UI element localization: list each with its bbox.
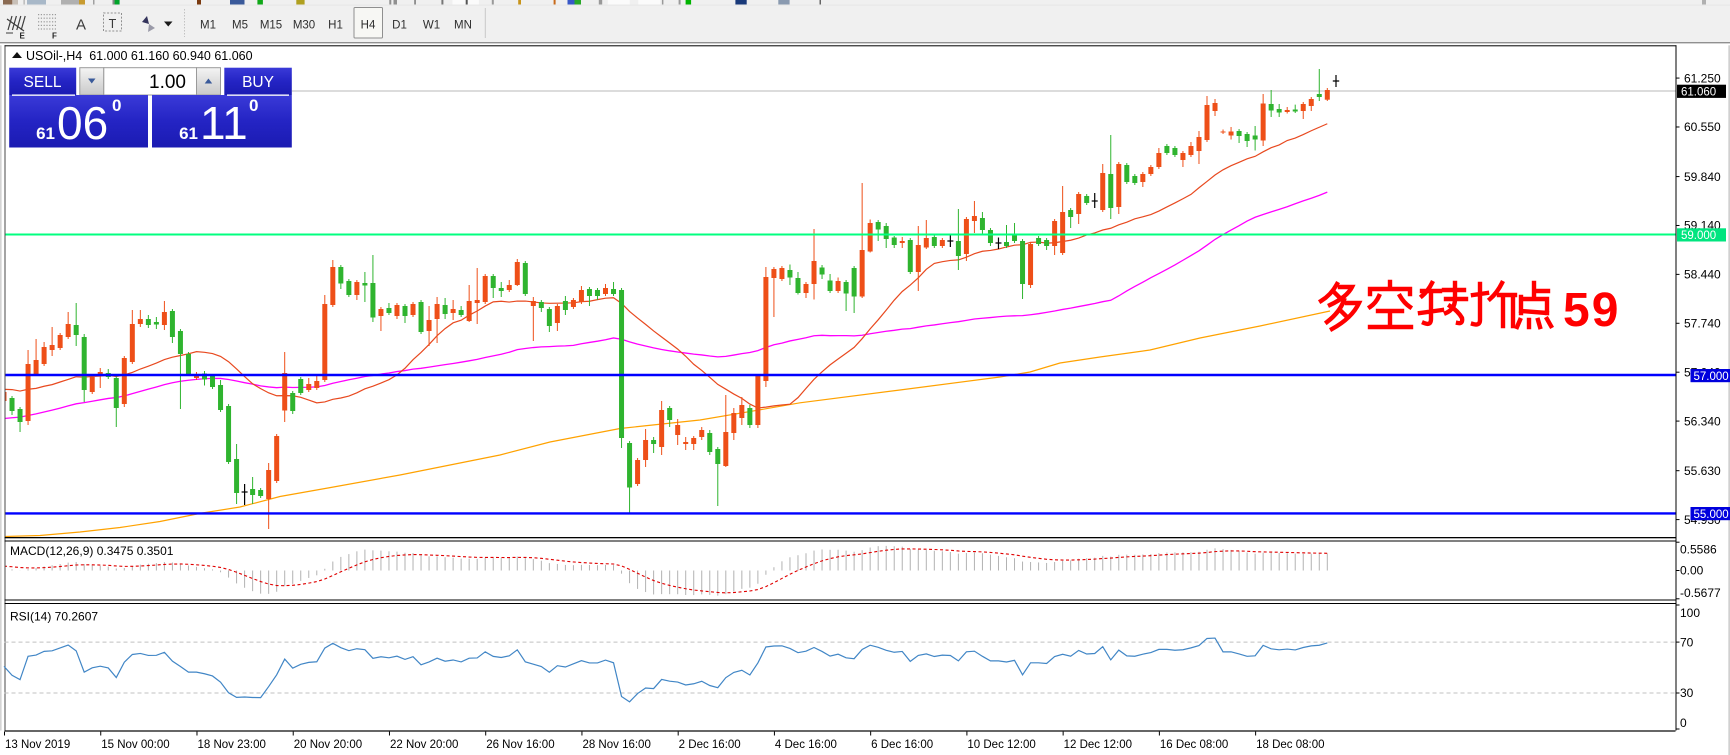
svg-text:H1: H1 <box>328 20 343 32</box>
svg-text:RSI(14) 70.2607: RSI(14) 70.2607 <box>10 610 98 624</box>
svg-text:59.840: 59.840 <box>1684 170 1721 184</box>
svg-text:0.5586: 0.5586 <box>1680 543 1717 557</box>
svg-text:H4: H4 <box>361 20 376 32</box>
svg-text:60.550: 60.550 <box>1684 120 1721 134</box>
svg-text:T: T <box>109 17 117 31</box>
svg-text:59.000: 59.000 <box>1681 230 1716 242</box>
svg-text:15 Nov 00:00: 15 Nov 00:00 <box>101 739 169 751</box>
svg-text:57.740: 57.740 <box>1684 316 1721 330</box>
svg-text:30: 30 <box>1680 686 1694 700</box>
svg-text:A: A <box>76 17 86 34</box>
svg-text:59: 59 <box>1563 284 1620 337</box>
svg-text:61.060: 61.060 <box>1681 87 1716 99</box>
svg-text:M5: M5 <box>232 20 248 32</box>
svg-text:55.630: 55.630 <box>1684 464 1721 478</box>
svg-text:W1: W1 <box>423 20 440 32</box>
svg-text:11: 11 <box>200 97 248 149</box>
svg-text:55.000: 55.000 <box>1694 509 1729 521</box>
svg-text:22 Nov 20:00: 22 Nov 20:00 <box>390 739 458 751</box>
svg-text:58.440: 58.440 <box>1684 268 1721 282</box>
svg-text:F: F <box>52 32 57 41</box>
svg-text:18 Dec 08:00: 18 Dec 08:00 <box>1256 739 1324 751</box>
svg-text:70: 70 <box>1680 636 1694 650</box>
svg-text:0: 0 <box>1680 716 1687 730</box>
svg-text:4 Dec 16:00: 4 Dec 16:00 <box>775 739 837 751</box>
svg-text:1.00: 1.00 <box>149 72 186 93</box>
svg-text:SELL: SELL <box>24 74 62 91</box>
svg-text:2 Dec 16:00: 2 Dec 16:00 <box>679 739 741 751</box>
svg-text:USOil-,H4 61.000 61.160 60.94: USOil-,H4 61.000 61.160 60.940 61.060 <box>26 49 253 63</box>
svg-text:0.00: 0.00 <box>1680 564 1704 578</box>
svg-text:E: E <box>20 32 26 41</box>
svg-text:61: 61 <box>36 124 55 143</box>
svg-text:100: 100 <box>1680 606 1700 620</box>
svg-text:0: 0 <box>249 96 258 115</box>
svg-text:MN: MN <box>454 20 472 32</box>
svg-text:61.250: 61.250 <box>1684 71 1721 85</box>
svg-text:20 Nov 20:00: 20 Nov 20:00 <box>294 739 362 751</box>
svg-text:16 Dec 08:00: 16 Dec 08:00 <box>1160 739 1228 751</box>
svg-text:28 Nov 16:00: 28 Nov 16:00 <box>582 739 650 751</box>
svg-text:13 Nov 2019: 13 Nov 2019 <box>5 739 70 751</box>
svg-text:61: 61 <box>179 124 198 143</box>
svg-text:M1: M1 <box>200 20 216 32</box>
svg-text:0: 0 <box>112 96 121 115</box>
svg-text:M15: M15 <box>260 20 282 32</box>
svg-text:-0.5677: -0.5677 <box>1680 586 1721 600</box>
svg-text:10 Dec 12:00: 10 Dec 12:00 <box>967 739 1035 751</box>
svg-text:M30: M30 <box>293 20 315 32</box>
svg-text:12 Dec 12:00: 12 Dec 12:00 <box>1064 739 1132 751</box>
svg-text:56.340: 56.340 <box>1684 414 1721 428</box>
svg-text:BUY: BUY <box>242 74 274 91</box>
svg-text:06: 06 <box>57 97 108 149</box>
svg-text:MACD(12,26,9) 0.3475 0.3501: MACD(12,26,9) 0.3475 0.3501 <box>10 544 174 558</box>
svg-text:D1: D1 <box>392 20 407 32</box>
svg-text:6 Dec 16:00: 6 Dec 16:00 <box>871 739 933 751</box>
svg-text:57.000: 57.000 <box>1694 371 1729 383</box>
svg-text:18 Nov 23:00: 18 Nov 23:00 <box>197 739 265 751</box>
svg-text:26 Nov 16:00: 26 Nov 16:00 <box>486 739 554 751</box>
